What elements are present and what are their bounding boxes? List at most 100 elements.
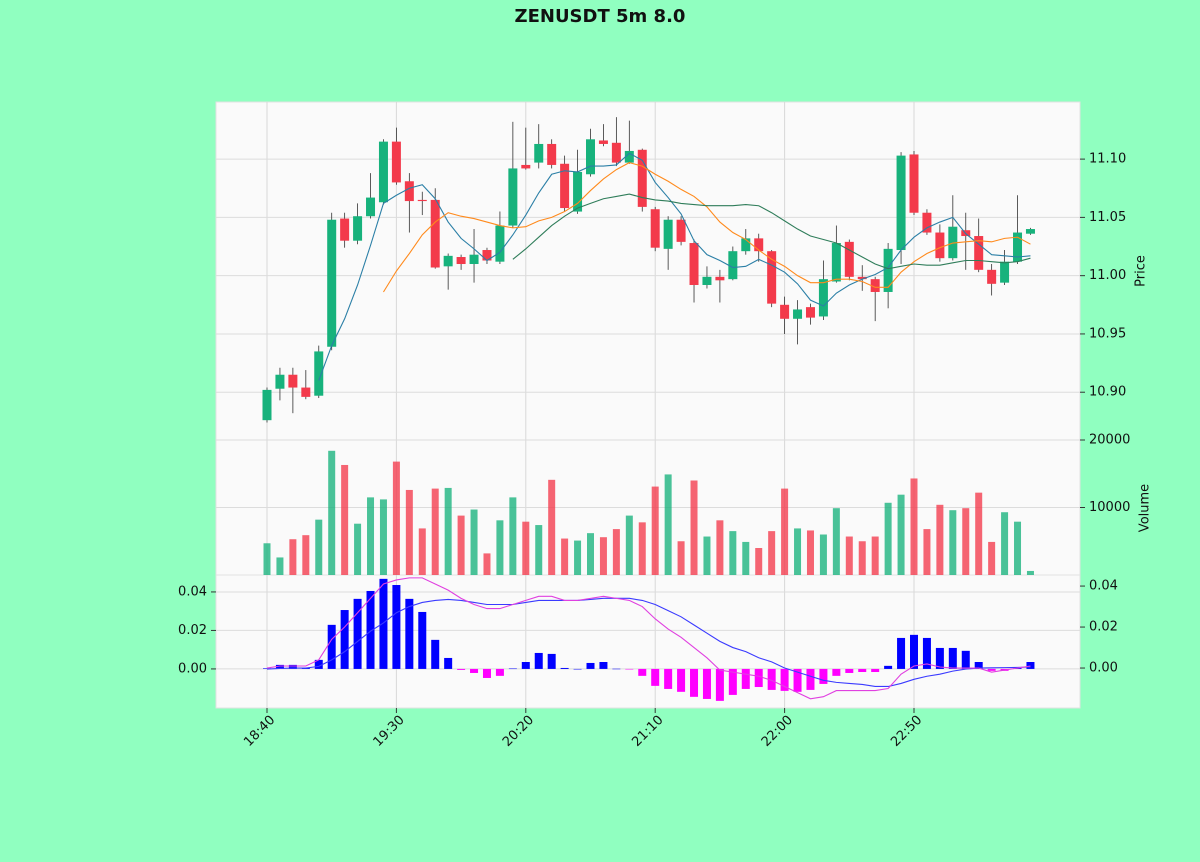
- volume-bar: [755, 548, 763, 575]
- x-tick-label: 22:00: [759, 713, 796, 750]
- candle-body: [948, 226, 958, 259]
- volume-bar: [651, 486, 659, 575]
- macd-bar: [935, 647, 944, 669]
- volume-bar: [354, 523, 362, 575]
- macd-bar: [793, 668, 802, 692]
- candle-body: [844, 241, 854, 277]
- macd-bar: [288, 664, 297, 669]
- y-tick-label: 0.02: [1089, 620, 1118, 635]
- volume-bar: [561, 538, 569, 575]
- volume-bar: [729, 531, 737, 575]
- volume-bar: [871, 536, 879, 575]
- macd-bar: [418, 611, 427, 669]
- volume-bar: [418, 528, 426, 575]
- candle-body: [469, 254, 479, 265]
- macd-bar: [897, 637, 906, 669]
- y-tick-label: 11.10: [1089, 152, 1126, 167]
- macd-bar: [884, 665, 893, 669]
- candle-body: [741, 238, 751, 252]
- macd-bar: [275, 664, 284, 669]
- volume-bar: [522, 521, 530, 575]
- candle-body: [831, 243, 841, 282]
- volume-bar: [535, 525, 543, 575]
- candle-body: [314, 351, 324, 396]
- x-tick-label: 21:10: [629, 713, 666, 750]
- y-tick-label: 0.00: [178, 661, 207, 676]
- macd-bar: [392, 585, 401, 669]
- x-tick-label: 22:50: [888, 713, 925, 750]
- candle-body: [987, 269, 997, 284]
- macd-bar: [858, 668, 867, 673]
- volume-bar: [936, 504, 944, 575]
- y-tick-label: 10.95: [1089, 326, 1126, 341]
- x-tick-label: 18:40: [241, 713, 278, 750]
- macd-bar: [534, 652, 543, 669]
- volume-bar: [1014, 521, 1022, 575]
- macd-bar: [741, 668, 750, 689]
- candle-body: [870, 279, 880, 292]
- candle-body: [702, 276, 712, 285]
- candle-body: [495, 225, 505, 262]
- macd-bar: [444, 657, 453, 669]
- candle-body: [754, 238, 764, 252]
- volume-bar: [509, 497, 517, 575]
- macd-bar: [767, 668, 776, 690]
- candle-body: [805, 307, 815, 318]
- candle-body: [1013, 232, 1023, 262]
- volume-bar: [664, 474, 672, 575]
- volume-bar: [884, 502, 892, 575]
- macd-bar: [547, 653, 556, 669]
- volume-bar: [315, 519, 323, 575]
- candle-body: [1000, 261, 1010, 283]
- macd-bar: [625, 668, 634, 670]
- y-tick-label: 0.02: [178, 623, 207, 638]
- macd-bar: [482, 668, 491, 678]
- candle-body: [378, 141, 388, 203]
- macd-bar: [910, 634, 918, 669]
- candle-body: [288, 374, 298, 388]
- macd-bar: [508, 668, 517, 670]
- line-series: [512, 193, 1031, 270]
- volume-bar: [1001, 512, 1009, 575]
- macd-bar: [728, 668, 737, 695]
- macd-bar: [690, 668, 699, 697]
- volume-bar: [819, 534, 827, 575]
- macd-bar: [379, 578, 388, 669]
- candle-body: [417, 199, 427, 202]
- candle-body: [534, 143, 544, 163]
- macd-bar: [353, 598, 362, 669]
- candle-body: [780, 304, 790, 319]
- volume-bar: [677, 541, 685, 575]
- volume-bar: [444, 487, 452, 575]
- macd-bar: [599, 661, 608, 669]
- volume-bar: [832, 508, 840, 575]
- volume-bar: [548, 479, 556, 575]
- macd-bar: [560, 667, 569, 669]
- volume-bar: [341, 464, 349, 575]
- volume-bar: [690, 480, 698, 575]
- volume-bar: [328, 450, 336, 575]
- macd-bar: [495, 668, 504, 676]
- macd-bar: [871, 668, 880, 673]
- macd-bar: [948, 647, 957, 669]
- candle-body: [650, 209, 660, 248]
- candle-body: [728, 251, 738, 280]
- volume-bar: [457, 515, 465, 575]
- volume-bar: [638, 522, 646, 575]
- volume-bar: [587, 533, 594, 575]
- candle-body: [922, 212, 932, 233]
- volume-bar: [276, 557, 284, 575]
- candle-body: [715, 276, 725, 281]
- candle-body: [275, 374, 285, 389]
- macd-bar: [987, 668, 996, 671]
- candle-body: [262, 389, 272, 421]
- candle-body: [637, 149, 647, 207]
- volume-bar: [742, 541, 750, 575]
- macd-bar: [819, 668, 828, 684]
- candle-body: [818, 279, 828, 317]
- volume-bar: [405, 489, 413, 575]
- candle-body: [974, 236, 984, 270]
- candle-body: [896, 155, 906, 251]
- y-tick-label: 0.04: [1089, 579, 1118, 594]
- volume-bar: [625, 515, 633, 575]
